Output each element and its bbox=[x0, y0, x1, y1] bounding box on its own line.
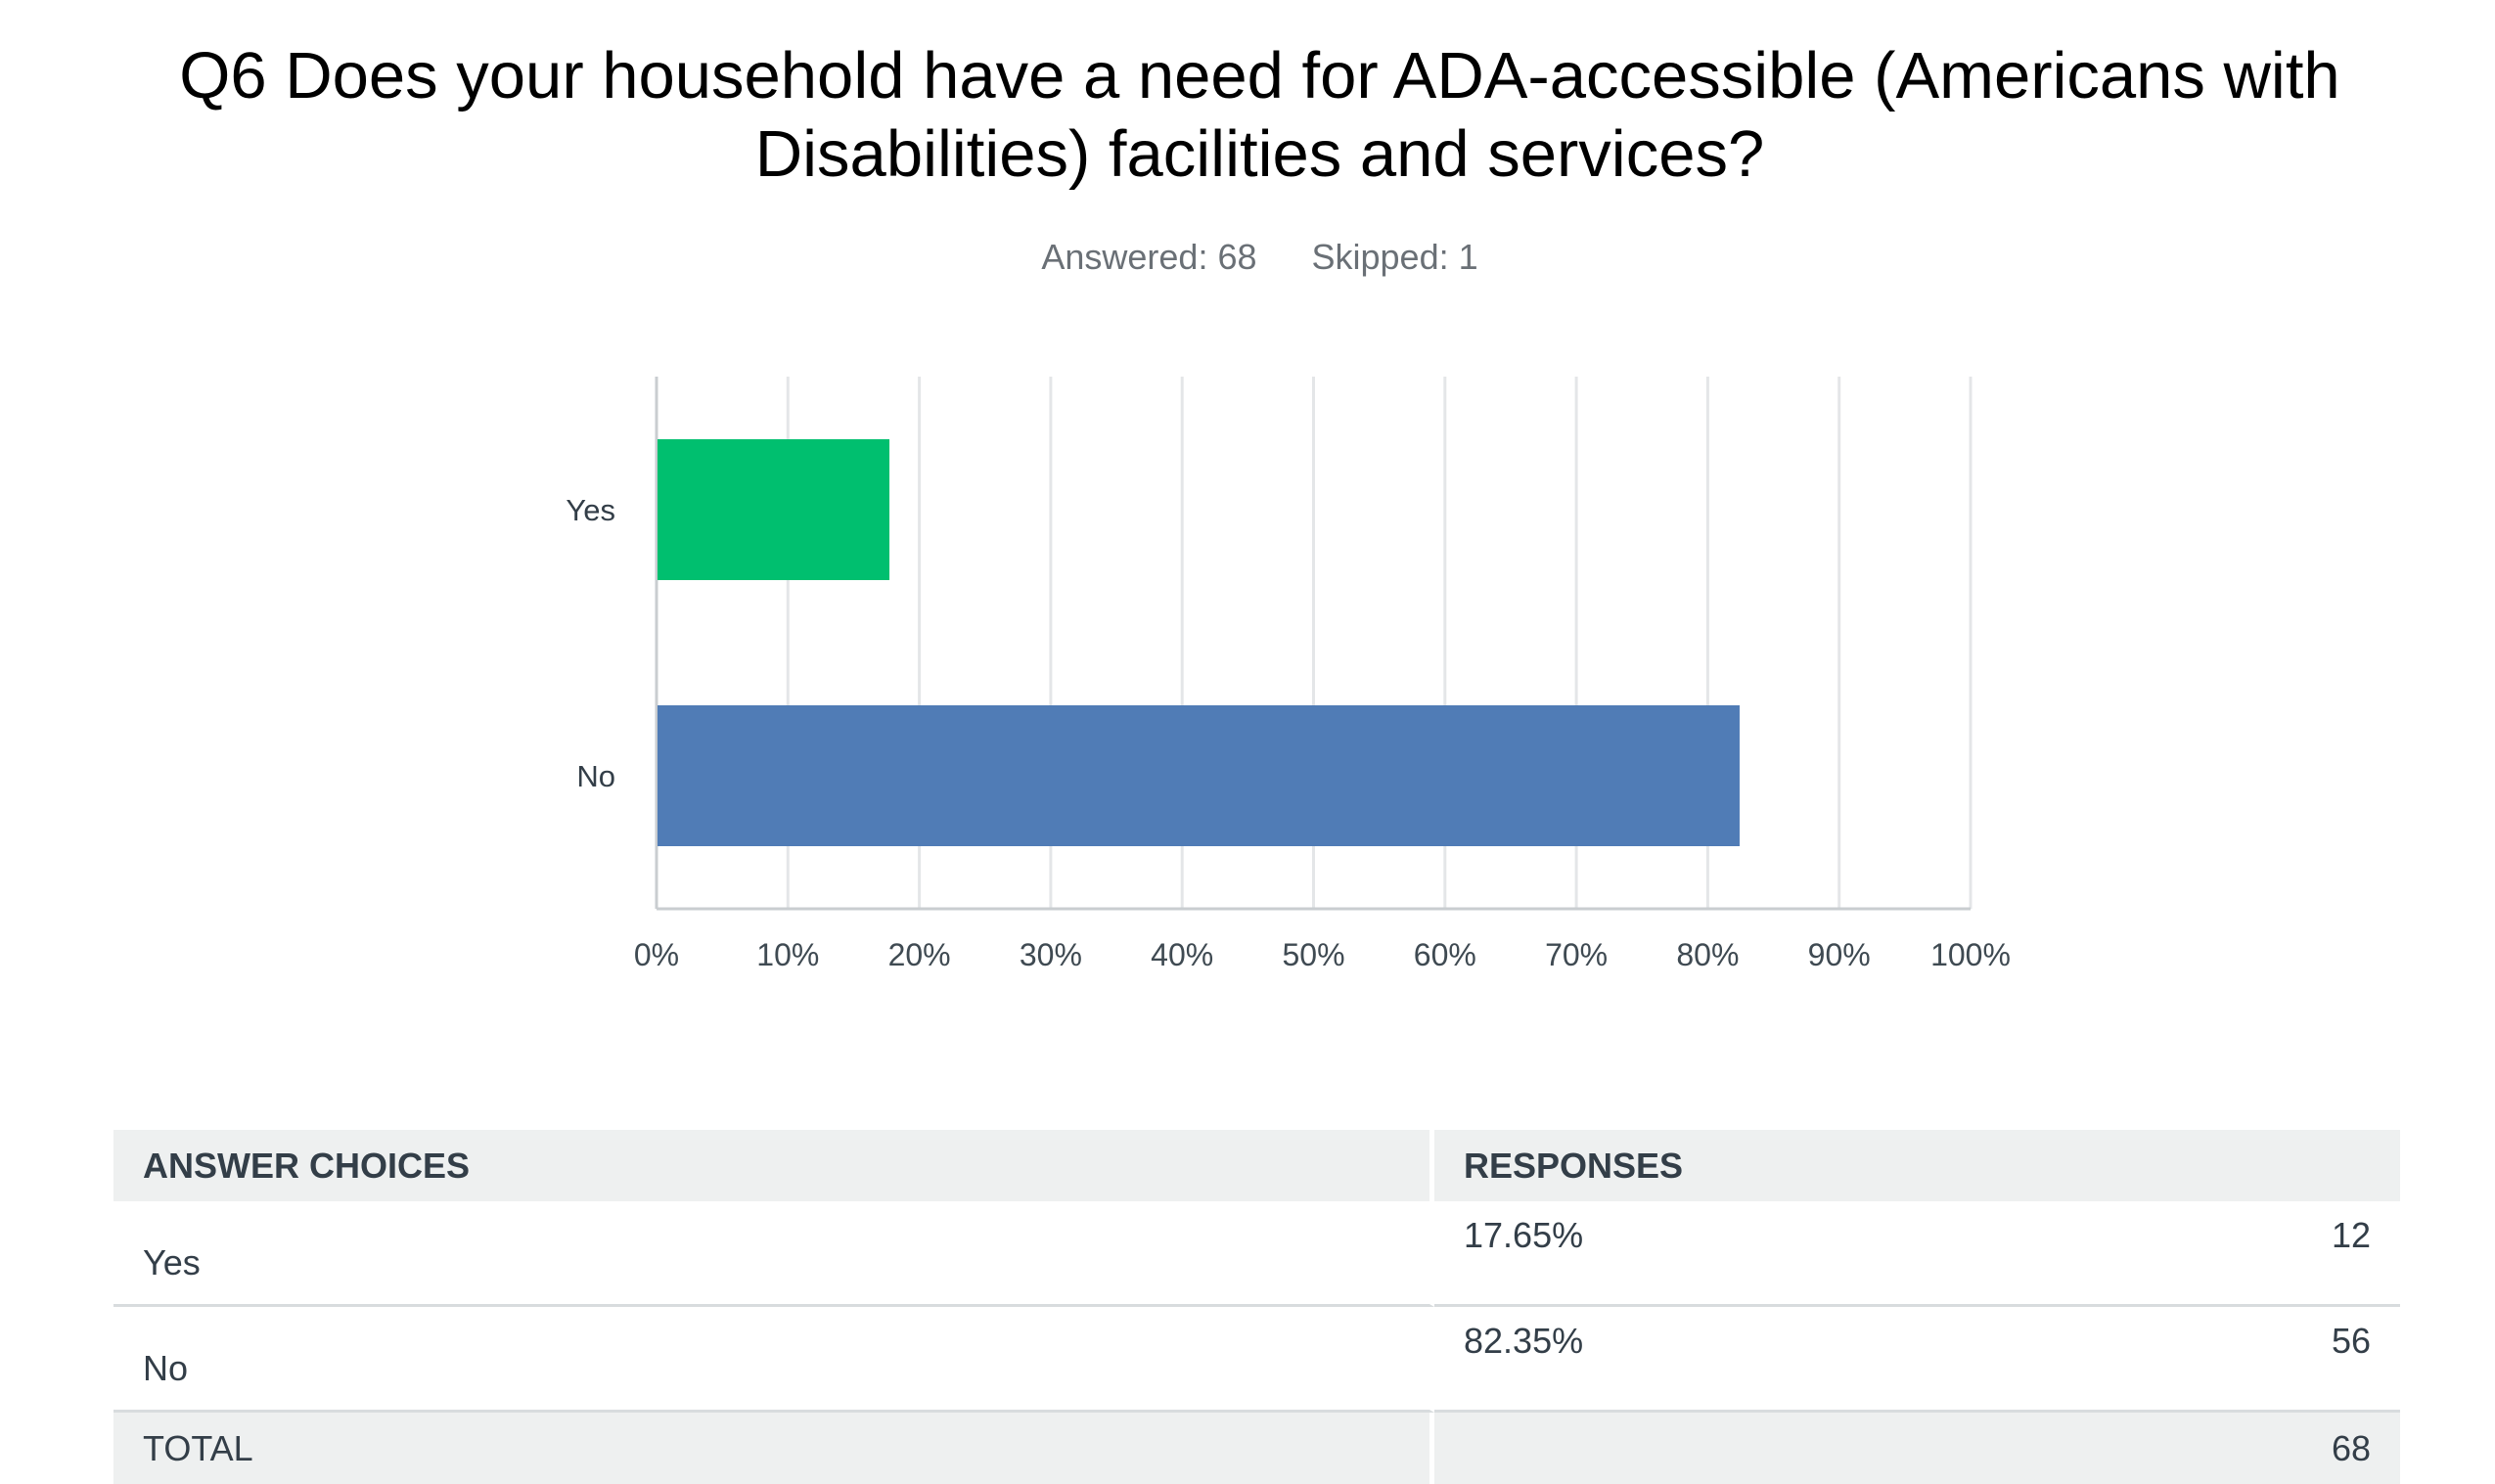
x-tick-label: 60% bbox=[1414, 937, 1476, 972]
row-percent: 17.65% bbox=[1434, 1201, 2058, 1307]
category-label: Yes bbox=[566, 493, 615, 527]
x-tick-label: 0% bbox=[634, 937, 679, 972]
row-percent: 82.35% bbox=[1434, 1307, 2058, 1413]
x-tick-label: 80% bbox=[1676, 937, 1739, 972]
bar-yes bbox=[658, 439, 890, 580]
x-tick-label: 100% bbox=[1930, 937, 2011, 972]
question-title: Q6 Does your household have a need for A… bbox=[0, 37, 2495, 194]
table-header-row: ANSWER CHOICES RESPONSES bbox=[113, 1130, 2400, 1201]
answered-count: Answered: 68 bbox=[1041, 237, 1257, 277]
x-tick-label: 50% bbox=[1282, 937, 1344, 972]
x-tick-label: 90% bbox=[1808, 937, 1871, 972]
table-row: No 82.35% 56 bbox=[113, 1307, 2400, 1413]
bar-chart: 0% 10% 20% 30% 40% 50% 60% 70% 80% 90% 100% Yes No bbox=[566, 377, 2011, 972]
row-count: 12 bbox=[2058, 1201, 2400, 1307]
response-stats: Answered: 68 Skipped: 1 bbox=[0, 237, 2495, 278]
table-total-row: TOTAL 68 bbox=[113, 1413, 2400, 1484]
skipped-count: Skipped: 1 bbox=[1311, 237, 1478, 277]
answers-table: ANSWER CHOICES RESPONSES Yes 17.65% 12 N… bbox=[113, 1130, 2400, 1484]
total-count: 68 bbox=[2058, 1413, 2400, 1484]
bar-no bbox=[658, 705, 1740, 846]
header-responses: RESPONSES bbox=[1434, 1130, 2400, 1201]
x-tick-label: 70% bbox=[1545, 937, 1608, 972]
row-choice: No bbox=[113, 1307, 1434, 1413]
row-choice: Yes bbox=[113, 1201, 1434, 1307]
x-tick-label: 20% bbox=[888, 937, 951, 972]
x-tick-label: 30% bbox=[1020, 937, 1082, 972]
category-label: No bbox=[576, 759, 615, 793]
question-title-line-2: Disabilities) facilities and services? bbox=[754, 117, 1765, 191]
total-percent bbox=[1434, 1413, 2058, 1484]
x-tick-label: 40% bbox=[1151, 937, 1213, 972]
total-label: TOTAL bbox=[113, 1413, 1434, 1484]
row-count: 56 bbox=[2058, 1307, 2400, 1413]
question-title-line-1: Q6 Does your household have a need for A… bbox=[179, 39, 2340, 112]
header-answer-choices: ANSWER CHOICES bbox=[113, 1130, 1434, 1201]
x-tick-label: 10% bbox=[756, 937, 819, 972]
table-row: Yes 17.65% 12 bbox=[113, 1201, 2400, 1307]
